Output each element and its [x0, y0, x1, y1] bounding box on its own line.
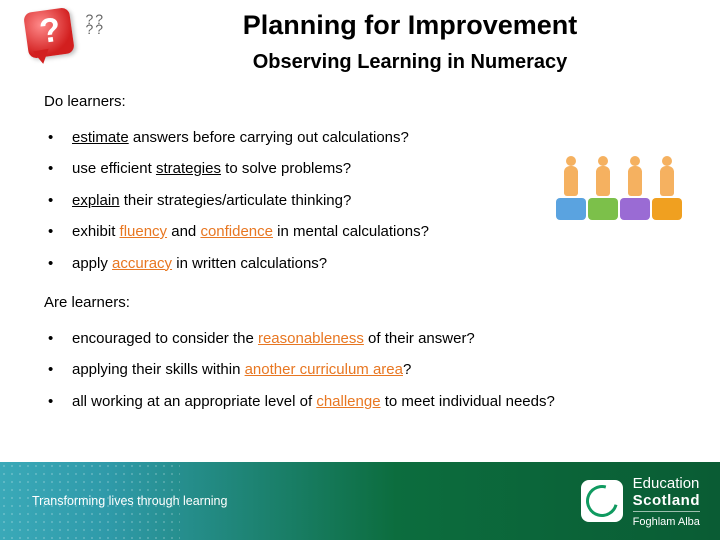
slide-body: Do learners: estimate answers before car…	[0, 74, 720, 417]
keyword-highlight: confidence	[200, 223, 273, 240]
list-item: exhibit fluency and confidence in mental…	[44, 216, 680, 248]
list-are-learners: encouraged to consider the reasonablenes…	[44, 323, 680, 418]
footer-tagline: Transforming lives through learning	[32, 494, 227, 508]
list-item: encouraged to consider the reasonablenes…	[44, 323, 680, 355]
logo-line1: Education	[633, 475, 700, 492]
list-item: applying their skills within another cur…	[44, 354, 680, 386]
list-item: explain their strategies/articulate thin…	[44, 185, 680, 217]
keyword-highlight: challenge	[316, 393, 380, 410]
keyword-highlight: accuracy	[112, 255, 172, 272]
lead-are-learners: Are learners:	[44, 293, 680, 313]
page-subtitle: Observing Learning in Numeracy	[116, 51, 704, 74]
list-item: all working at an appropriate level of c…	[44, 386, 680, 418]
list-do-learners: estimate answers before carrying out cal…	[44, 122, 680, 280]
list-item: apply accuracy in written calculations?	[44, 248, 680, 280]
keyword: explain	[72, 192, 120, 209]
keyword-highlight: reasonableness	[258, 330, 364, 347]
keyword: estimate	[72, 129, 129, 146]
logo-badge-icon	[581, 480, 623, 522]
list-item: use efficient strategies to solve proble…	[44, 153, 680, 185]
lead-do-learners: Do learners:	[44, 92, 680, 112]
education-scotland-logo: Education Scotland Foghlam Alba	[581, 475, 700, 528]
footer-band: Transforming lives through learning Educ…	[0, 462, 720, 540]
question-marks-icon: ? ?? ?	[16, 8, 106, 68]
page-title: Planning for Improvement	[116, 10, 704, 41]
keyword-highlight: fluency	[120, 223, 168, 240]
keyword-highlight: another curriculum area	[245, 361, 403, 378]
logo-line3: Foghlam Alba	[633, 516, 700, 528]
list-item: estimate answers before carrying out cal…	[44, 122, 680, 154]
logo-line2: Scotland	[633, 492, 700, 509]
keyword: strategies	[156, 160, 221, 177]
